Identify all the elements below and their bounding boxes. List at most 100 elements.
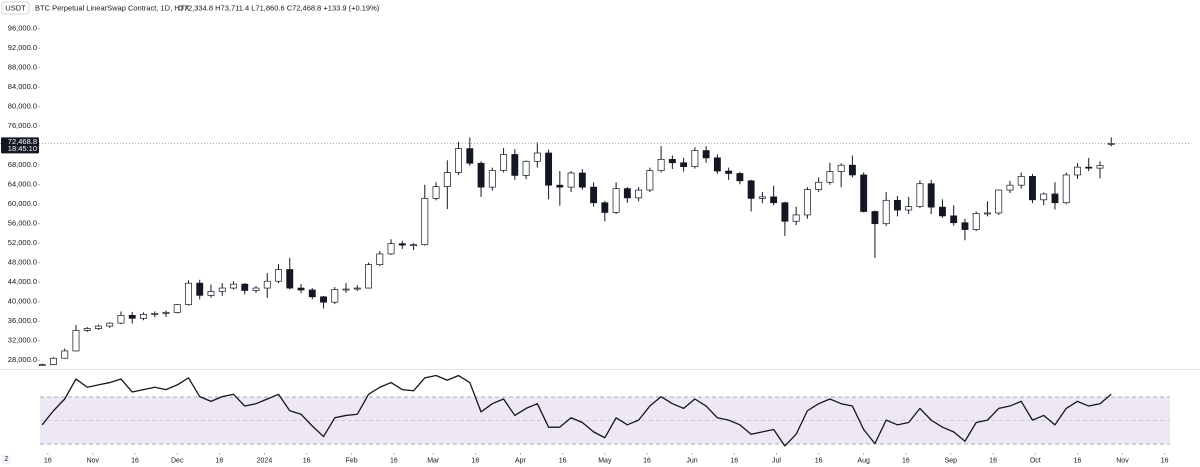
candle-body (972, 213, 980, 230)
ohlc-legend: O72,334.8 H73,711.4 L71,860.6 C72,468.8 … (178, 3, 380, 12)
currency[interactable]: USDT (5, 3, 26, 12)
y-tick-label: 96,000.0 (8, 24, 37, 33)
candle-body (511, 154, 519, 176)
candle-body (477, 162, 485, 188)
y-tick-label: 56,000.0 (8, 219, 37, 228)
candle-body (567, 172, 575, 188)
candle-body (893, 199, 901, 211)
candle-body (815, 181, 823, 190)
y-tick-label: 68,000.0 (8, 160, 37, 169)
candle-body (488, 170, 496, 188)
candle-body (623, 188, 631, 199)
y-tick-label: 76,000.0 (8, 121, 37, 130)
candle-body (612, 188, 620, 213)
y-tick-label: 80,000.0 (8, 102, 37, 111)
candle-body (747, 180, 755, 199)
x-tick-label: 16 (131, 457, 139, 464)
currency-box[interactable] (1, 1, 30, 15)
candle-body (635, 189, 643, 199)
candle-body (1029, 176, 1036, 201)
candle-body (680, 162, 688, 168)
x-tick-label: Feb (346, 457, 358, 464)
candle-body (736, 173, 744, 182)
candle-body (218, 287, 226, 292)
candle-body (848, 164, 856, 176)
x-tick-label: Apr (515, 457, 527, 464)
candle-body (984, 212, 991, 215)
x-tick-label: Jul (772, 457, 781, 464)
candle-body (38, 364, 46, 366)
y-tick-label: 32,000.0 (8, 336, 37, 345)
x-tick-label: Aug (857, 457, 870, 464)
candle-body (556, 184, 564, 188)
y-tick-label: 84,000.0 (8, 82, 37, 91)
y-tick-label: 40,000.0 (8, 297, 37, 306)
candle-body (162, 312, 170, 314)
candle-body (320, 296, 327, 303)
candle-body (410, 244, 417, 247)
candle-body (106, 322, 114, 327)
candle-body (72, 330, 80, 352)
indicator-line (41, 374, 1112, 447)
x-tick-label: 16 (989, 457, 997, 464)
candle-body (590, 186, 598, 204)
x-tick-label: 16 (559, 457, 567, 464)
candle-body (938, 206, 946, 217)
indicator-label-box[interactable] (2, 455, 11, 464)
candle-body (342, 288, 350, 291)
candle-body (241, 283, 249, 291)
chart-title: BTC Perpetual LinearSwap Contract, 1D, H… (35, 3, 189, 12)
x-tick-label: 16 (1074, 457, 1082, 464)
candle-body (128, 315, 136, 319)
x-tick-label: Nov (1116, 457, 1129, 464)
candle-body (646, 170, 654, 191)
indicator-label[interactable]: Z (5, 457, 9, 463)
x-tick-label: 16 (472, 457, 480, 464)
x-tick-label: Sep (945, 457, 958, 464)
candle-body (1096, 165, 1104, 169)
candle-body (905, 206, 913, 211)
y-tick-label: 44,000.0 (8, 277, 37, 286)
candle-body (387, 243, 395, 255)
candle-body (308, 289, 316, 298)
candle-body (758, 196, 766, 199)
candle-body (500, 154, 508, 171)
candle-body (83, 328, 91, 331)
candle-body (207, 291, 215, 296)
candle-body (578, 172, 586, 188)
candle-body (713, 157, 721, 172)
x-tick-label: Mar (427, 457, 440, 464)
candle-body (331, 289, 339, 303)
candle-body (173, 304, 181, 313)
candle-body (1062, 174, 1070, 204)
x-tick-label: Jun (686, 457, 697, 464)
candle-body (792, 214, 800, 222)
candle-body (432, 186, 440, 199)
y-tick-label: 88,000.0 (8, 63, 37, 72)
y-tick-label: 60,000.0 (8, 199, 37, 208)
x-tick-label: 2024 (257, 457, 273, 464)
candle-body (826, 171, 834, 183)
candle-body (376, 253, 384, 266)
candle-body (95, 325, 102, 329)
candle-body (860, 174, 868, 212)
x-tick-label: 16 (1161, 457, 1169, 464)
candle-body (781, 202, 789, 222)
candle-body (725, 170, 733, 174)
candle-body (522, 160, 530, 176)
y-tick-label: 52,000.0 (8, 238, 37, 247)
candle-body (117, 315, 125, 324)
candle-body (151, 313, 159, 315)
candle-body (1017, 176, 1025, 186)
candle-body (691, 150, 699, 168)
candle-body (668, 159, 676, 164)
x-tick-label: Nov (87, 457, 100, 464)
x-tick-label: 16 (216, 457, 224, 464)
x-tick-label: 16 (815, 457, 823, 464)
candle-body (657, 159, 665, 171)
candle-body (916, 183, 924, 207)
candle-body (702, 150, 710, 159)
candle-body (140, 314, 147, 319)
